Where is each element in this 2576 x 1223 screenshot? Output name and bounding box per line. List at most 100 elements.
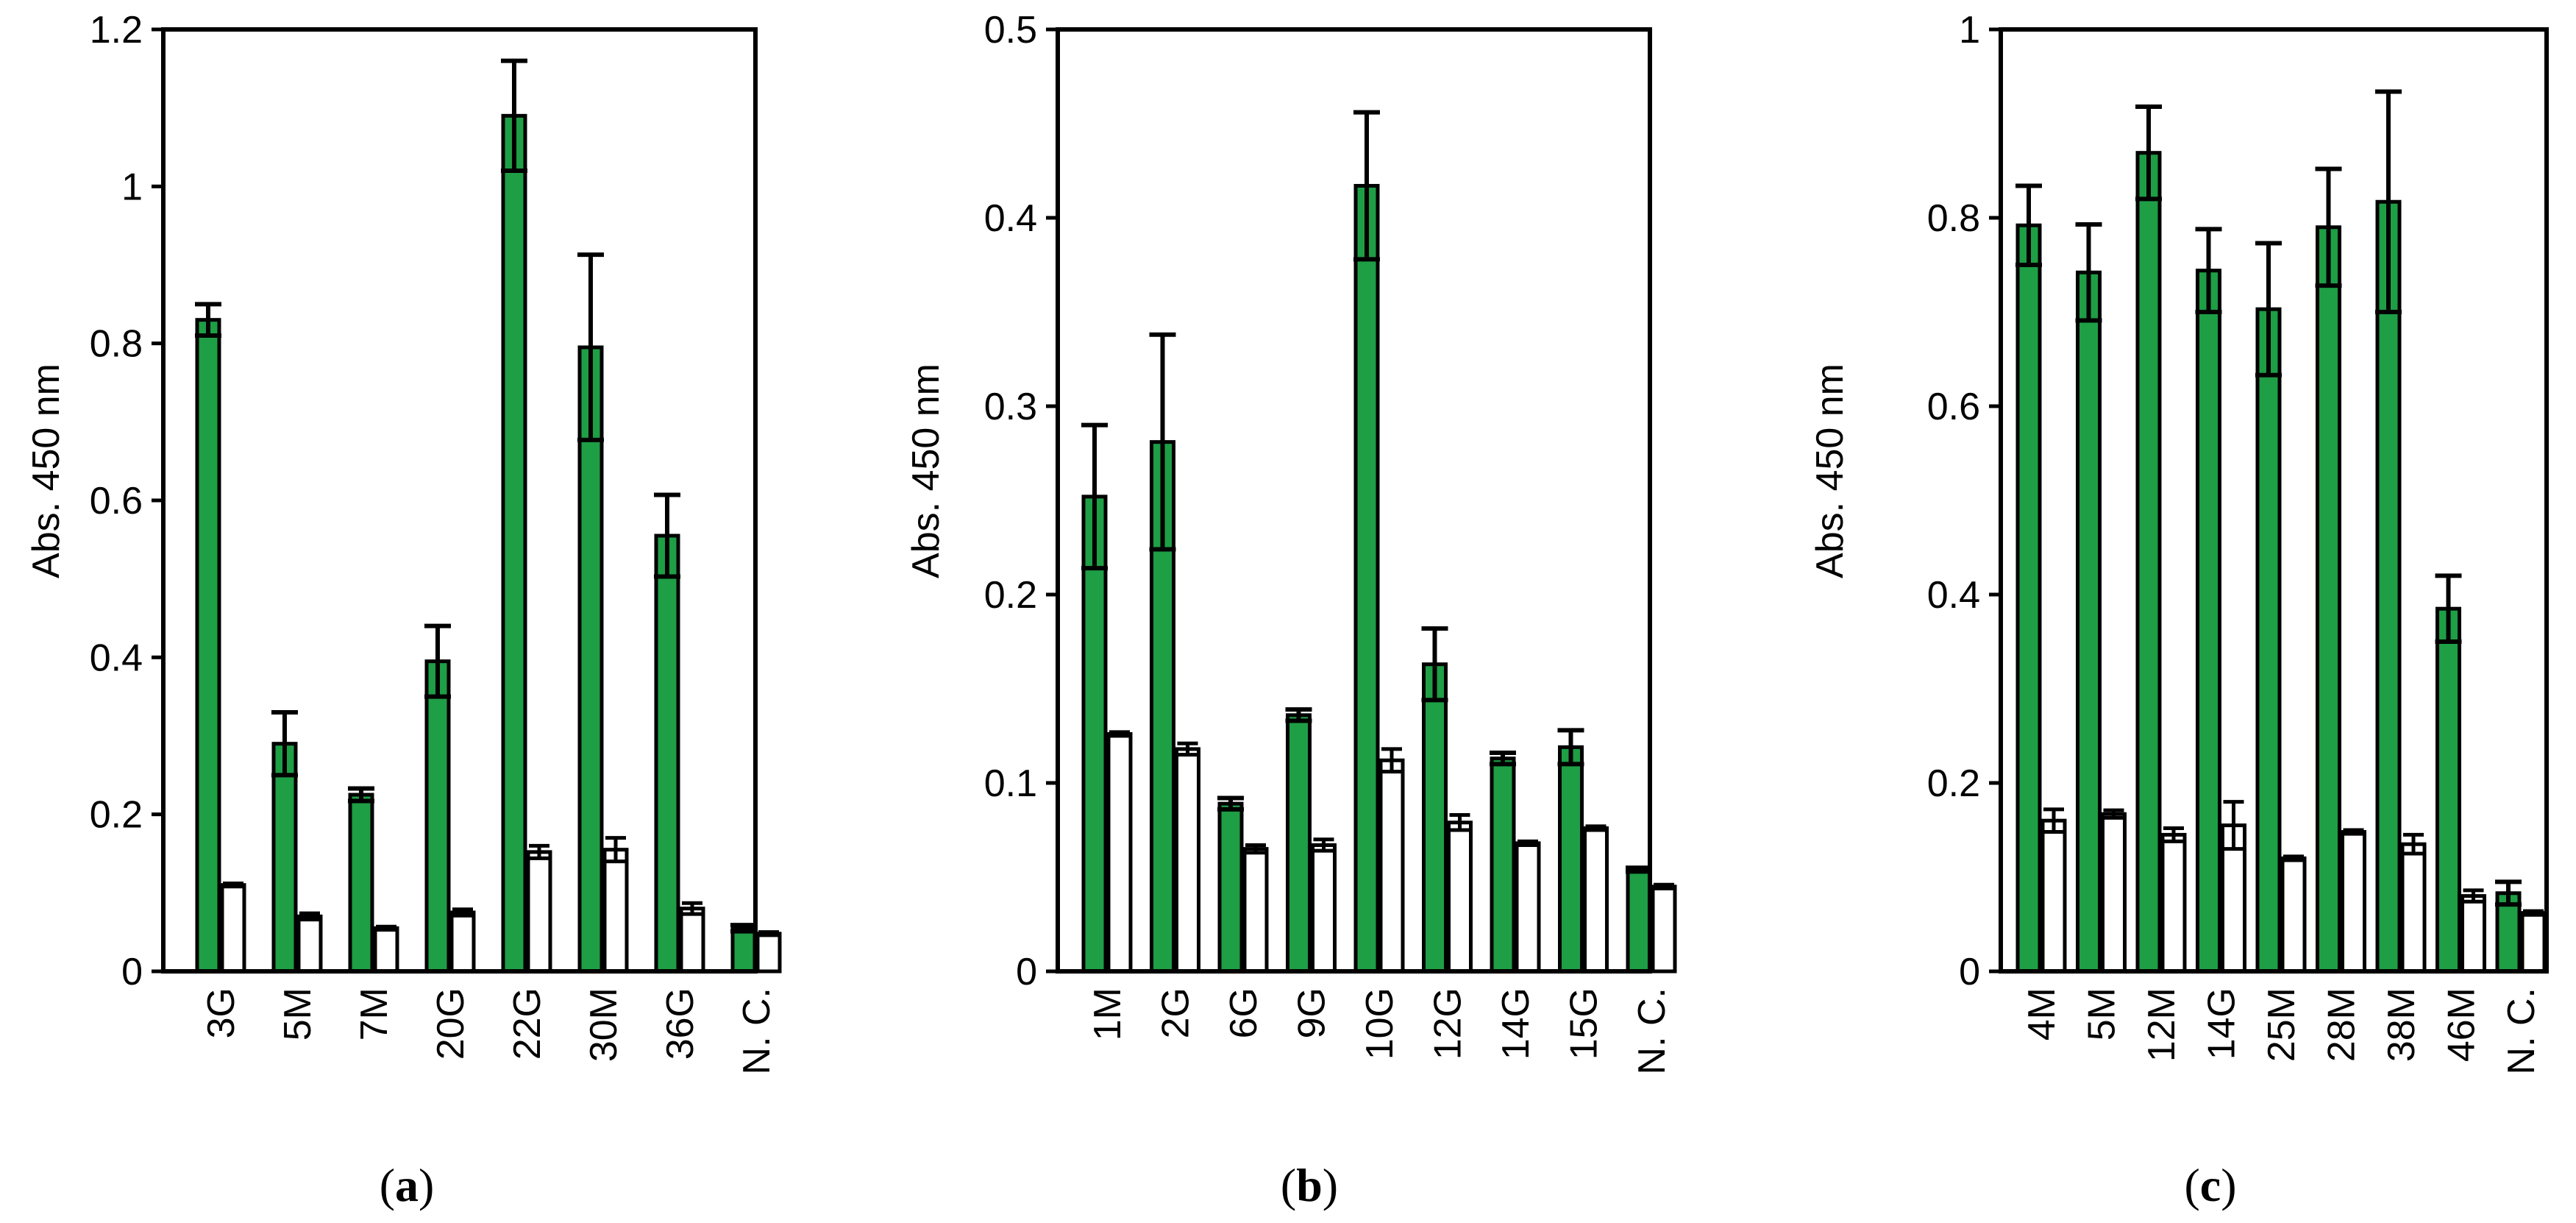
x-tick-label: 12M: [2141, 988, 2183, 1062]
x-tick-label: 2G: [1155, 988, 1198, 1038]
y-tick-label: 1: [121, 166, 143, 208]
y-axis-title: Abs. 450 nm: [1809, 364, 1851, 578]
bar-white: [2280, 856, 2307, 974]
x-tick-label: N. C.: [736, 988, 778, 1074]
bar-green: [1286, 713, 1312, 974]
x-tick-label: 3G: [200, 988, 243, 1038]
x-tick-label: 12G: [1427, 988, 1470, 1060]
x-tick-label: 6G: [1223, 988, 1265, 1038]
bar-green: [730, 926, 757, 974]
y-tick-label: 1.2: [90, 9, 143, 52]
x-tick-label: N. C.: [1631, 988, 1673, 1074]
bar-white: [1583, 826, 1609, 974]
x-tick-label: 4M: [2021, 988, 2063, 1041]
bar-green: [348, 793, 374, 974]
bar-white: [449, 910, 476, 974]
chart-panel-a: Abs. 450 nm 0 0.2 0.4 0.6 0.8 1 1.2 3G 5M 7M 20G 22…: [25, 9, 782, 1211]
bar-green: [2375, 199, 2402, 974]
panel-label-a: (a): [380, 1159, 435, 1211]
x-tick-label: 22G: [506, 988, 549, 1060]
bar-white: [1175, 747, 1200, 974]
bar-white: [2160, 832, 2187, 974]
bar-green: [2255, 307, 2282, 974]
x-tick-label: 10G: [1359, 988, 1401, 1060]
x-tick-label: 30M: [583, 988, 625, 1062]
bar-white: [755, 932, 782, 974]
x-tick-label: 25M: [2260, 988, 2303, 1062]
bar-green: [2015, 223, 2042, 974]
bar-white: [1106, 731, 1133, 974]
bar-green: [1626, 868, 1652, 974]
bar-green: [1558, 745, 1584, 974]
bar-white: [2341, 830, 2366, 974]
bar-green: [1353, 183, 1380, 974]
plot-frame: [161, 27, 758, 974]
chart-panel-b: Abs. 450 nm 0 0.1 0.2 0.3 0.4 0.5 1M 2G 6G 9G 10G 1…: [905, 9, 1677, 1211]
bar-white: [220, 883, 246, 974]
bar-white: [1651, 885, 1677, 974]
x-tick-label: 28M: [2321, 988, 2363, 1062]
bar-green: [1422, 662, 1448, 974]
x-tick-label: 38M: [2380, 988, 2423, 1062]
y-tick-label: 0.4: [984, 197, 1037, 240]
x-tick-label: 1M: [1086, 988, 1129, 1041]
bar-white: [1447, 820, 1473, 974]
x-tick-label: 20G: [430, 988, 472, 1060]
bar-white: [1378, 758, 1405, 974]
x-tick-label: 5M: [277, 988, 319, 1041]
bar-white: [1515, 841, 1541, 974]
bar-green: [1490, 756, 1516, 974]
bar-green: [424, 659, 451, 974]
y-tick-label: 0.8: [90, 323, 143, 366]
bar-white: [602, 848, 629, 974]
y-tick-label: 0.3: [984, 386, 1037, 428]
y-tick-label: 0.4: [90, 637, 143, 679]
bar-white: [526, 850, 552, 974]
y-tick-label: 0.6: [1927, 386, 1980, 428]
bar-white: [2400, 842, 2427, 974]
bar-green: [1217, 801, 1244, 974]
y-axis-title: Abs. 450 nm: [25, 364, 68, 578]
bar-green: [654, 533, 680, 974]
y-tick-label: 0: [1016, 951, 1037, 993]
y-tick-label: 0.1: [984, 762, 1037, 805]
bar-white: [373, 926, 399, 974]
bar-white: [679, 907, 705, 974]
bar-white: [2520, 911, 2547, 974]
y-tick-label: 0.8: [1927, 197, 1980, 240]
chart-panel-c: Abs. 450 nm 0 0.2 0.4 0.6 0.8 1 4M 5M 12M 14G 25M 2…: [1809, 9, 2549, 1211]
bar-green: [2316, 225, 2341, 974]
x-tick-label: 15G: [1563, 988, 1606, 1060]
y-axis-title: Abs. 450 nm: [905, 364, 947, 578]
panel-label-c: (c): [2184, 1159, 2236, 1211]
y-tick-label: 0.4: [1927, 574, 1980, 617]
y-tick-label: 0.6: [90, 480, 143, 522]
y-tick-label: 0: [121, 951, 143, 993]
x-tick-label: 14G: [1495, 988, 1537, 1060]
x-tick-label: 7M: [353, 988, 396, 1041]
bar-green: [2196, 269, 2221, 974]
bar-green: [195, 318, 221, 974]
x-tick-label: 9G: [1291, 988, 1334, 1038]
y-tick-label: 0: [1959, 951, 1980, 993]
bar-green: [1081, 494, 1108, 974]
plot-frame: [1056, 27, 1652, 974]
bar-white: [1242, 847, 1269, 974]
plot-frame: [1999, 27, 2549, 974]
x-tick-label: 14G: [2201, 988, 2244, 1060]
y-tick-label: 0.2: [984, 574, 1037, 617]
panel-label-b: (b): [1281, 1159, 1338, 1211]
y-tick-label: 0.2: [90, 794, 143, 837]
y-tick-label: 1: [1959, 9, 1980, 52]
bar-white: [2101, 812, 2127, 974]
y-tick-label: 0.2: [1927, 762, 1980, 805]
x-tick-label: 36G: [659, 988, 702, 1060]
bar-white: [2040, 818, 2067, 974]
x-tick-label: 46M: [2441, 988, 2483, 1062]
bar-white: [1311, 843, 1337, 974]
bar-white: [2461, 894, 2486, 974]
x-tick-label: N. C.: [2500, 988, 2543, 1074]
bar-white: [296, 914, 323, 974]
bar-green: [2436, 606, 2461, 974]
